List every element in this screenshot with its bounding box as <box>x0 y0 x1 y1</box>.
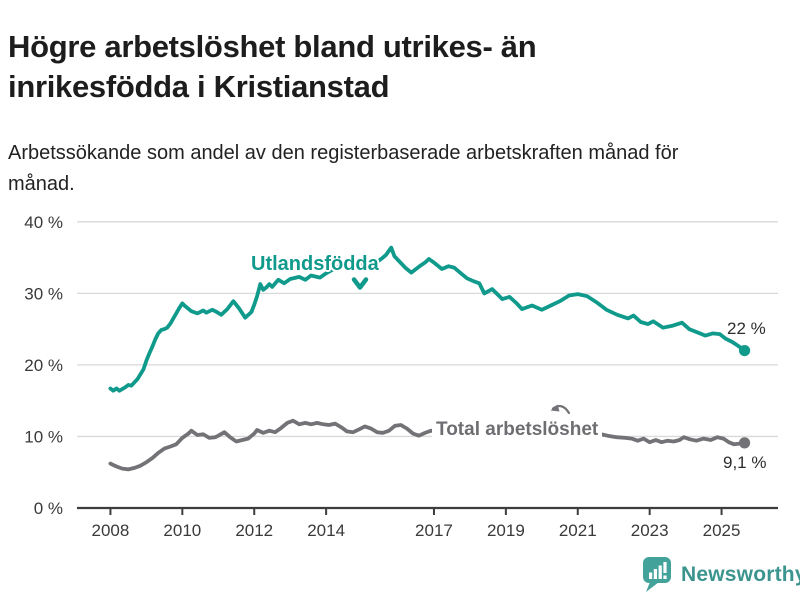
series-label-utlandsfodda: Utlandsfödda <box>251 253 379 275</box>
y-tick-label-30: 30 % <box>24 284 63 303</box>
x-tick-label-2025: 2025 <box>703 521 741 540</box>
y-tick-label-20: 20 % <box>24 356 63 375</box>
axis-layer: 0 % 10 % 20 % 30 % 40 % 2008 2010 2012 2014 2017 2… <box>24 213 778 540</box>
series-end-dot-total-arbetsloshet <box>738 437 751 449</box>
newsworthy-speech-bubble-icon <box>643 557 671 592</box>
y-tick-label-0: 0 % <box>34 499 63 518</box>
chart-title: Högre arbetslöshet bland utrikes- än inr… <box>8 28 537 104</box>
y-tick-label-10: 10 % <box>24 427 63 446</box>
chart-subtitle: Arbetssökande som andel av den registerb… <box>8 142 679 195</box>
series-line-total-arbetsloshet <box>108 418 747 472</box>
newsworthy-logo: Newsworthy <box>642 556 800 594</box>
series-end-dot-utlandsfodda <box>738 344 751 357</box>
y-tick-label-40: 40 % <box>24 213 63 232</box>
up-arrow-icon <box>550 404 571 415</box>
x-tick-label-2023: 2023 <box>631 521 669 540</box>
x-tick-label-2017: 2017 <box>415 521 453 540</box>
series-layer <box>108 245 751 472</box>
end-value-label-utlandsfodda: 22 % <box>727 319 766 338</box>
grid-layer <box>77 221 778 438</box>
x-tick-label-2012: 2012 <box>235 521 273 540</box>
brand-name: Newsworthy <box>681 563 800 586</box>
series-line-utlandsfodda <box>108 245 747 393</box>
x-tick-label-2008: 2008 <box>92 521 130 540</box>
x-tick-label-2019: 2019 <box>487 521 525 540</box>
down-arrow-icon <box>351 277 369 290</box>
x-tick-label-2014: 2014 <box>307 521 345 540</box>
series-label-total-arbetsloshet: Total arbetslöshet <box>432 417 603 443</box>
end-value-label-total: 9,1 % <box>723 453 767 472</box>
x-tick-label-2010: 2010 <box>163 521 201 540</box>
x-tick-label-2021: 2021 <box>559 521 597 540</box>
